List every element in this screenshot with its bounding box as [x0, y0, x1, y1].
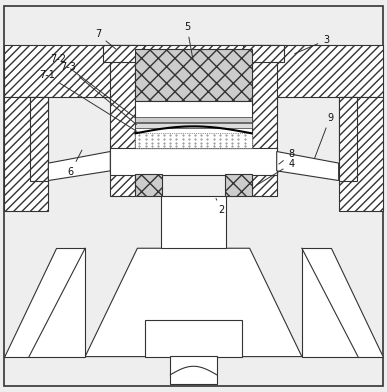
Bar	[4, 97, 48, 211]
Text: 4: 4	[257, 159, 295, 185]
Text: 6: 6	[68, 150, 82, 177]
Text: 9: 9	[315, 113, 333, 159]
Bar	[103, 45, 144, 62]
Polygon shape	[302, 248, 383, 357]
Polygon shape	[277, 151, 339, 181]
Bar	[339, 97, 357, 181]
Bar	[135, 117, 252, 122]
Bar	[110, 45, 135, 196]
Bar	[252, 45, 277, 196]
Bar	[135, 49, 252, 101]
Text: 3: 3	[295, 35, 329, 54]
Bar	[225, 174, 252, 196]
Bar	[145, 320, 242, 357]
Bar	[135, 101, 252, 148]
Polygon shape	[48, 151, 110, 181]
Text: 8: 8	[279, 149, 295, 164]
Bar	[110, 149, 277, 175]
Text: 7: 7	[95, 29, 116, 49]
Text: 7-3: 7-3	[60, 62, 137, 125]
Bar	[243, 45, 284, 62]
Bar	[135, 133, 252, 148]
Bar	[4, 45, 383, 97]
Bar	[161, 196, 226, 248]
Polygon shape	[4, 248, 85, 357]
Text: 7-1: 7-1	[39, 70, 137, 131]
Bar	[135, 174, 162, 196]
Text: 5: 5	[184, 22, 193, 60]
Text: 7-2: 7-2	[50, 54, 135, 118]
Bar	[170, 356, 217, 384]
Text: 2: 2	[216, 198, 225, 216]
Bar	[135, 123, 252, 128]
Bar	[339, 97, 383, 211]
Polygon shape	[85, 248, 302, 357]
Bar	[30, 97, 48, 181]
